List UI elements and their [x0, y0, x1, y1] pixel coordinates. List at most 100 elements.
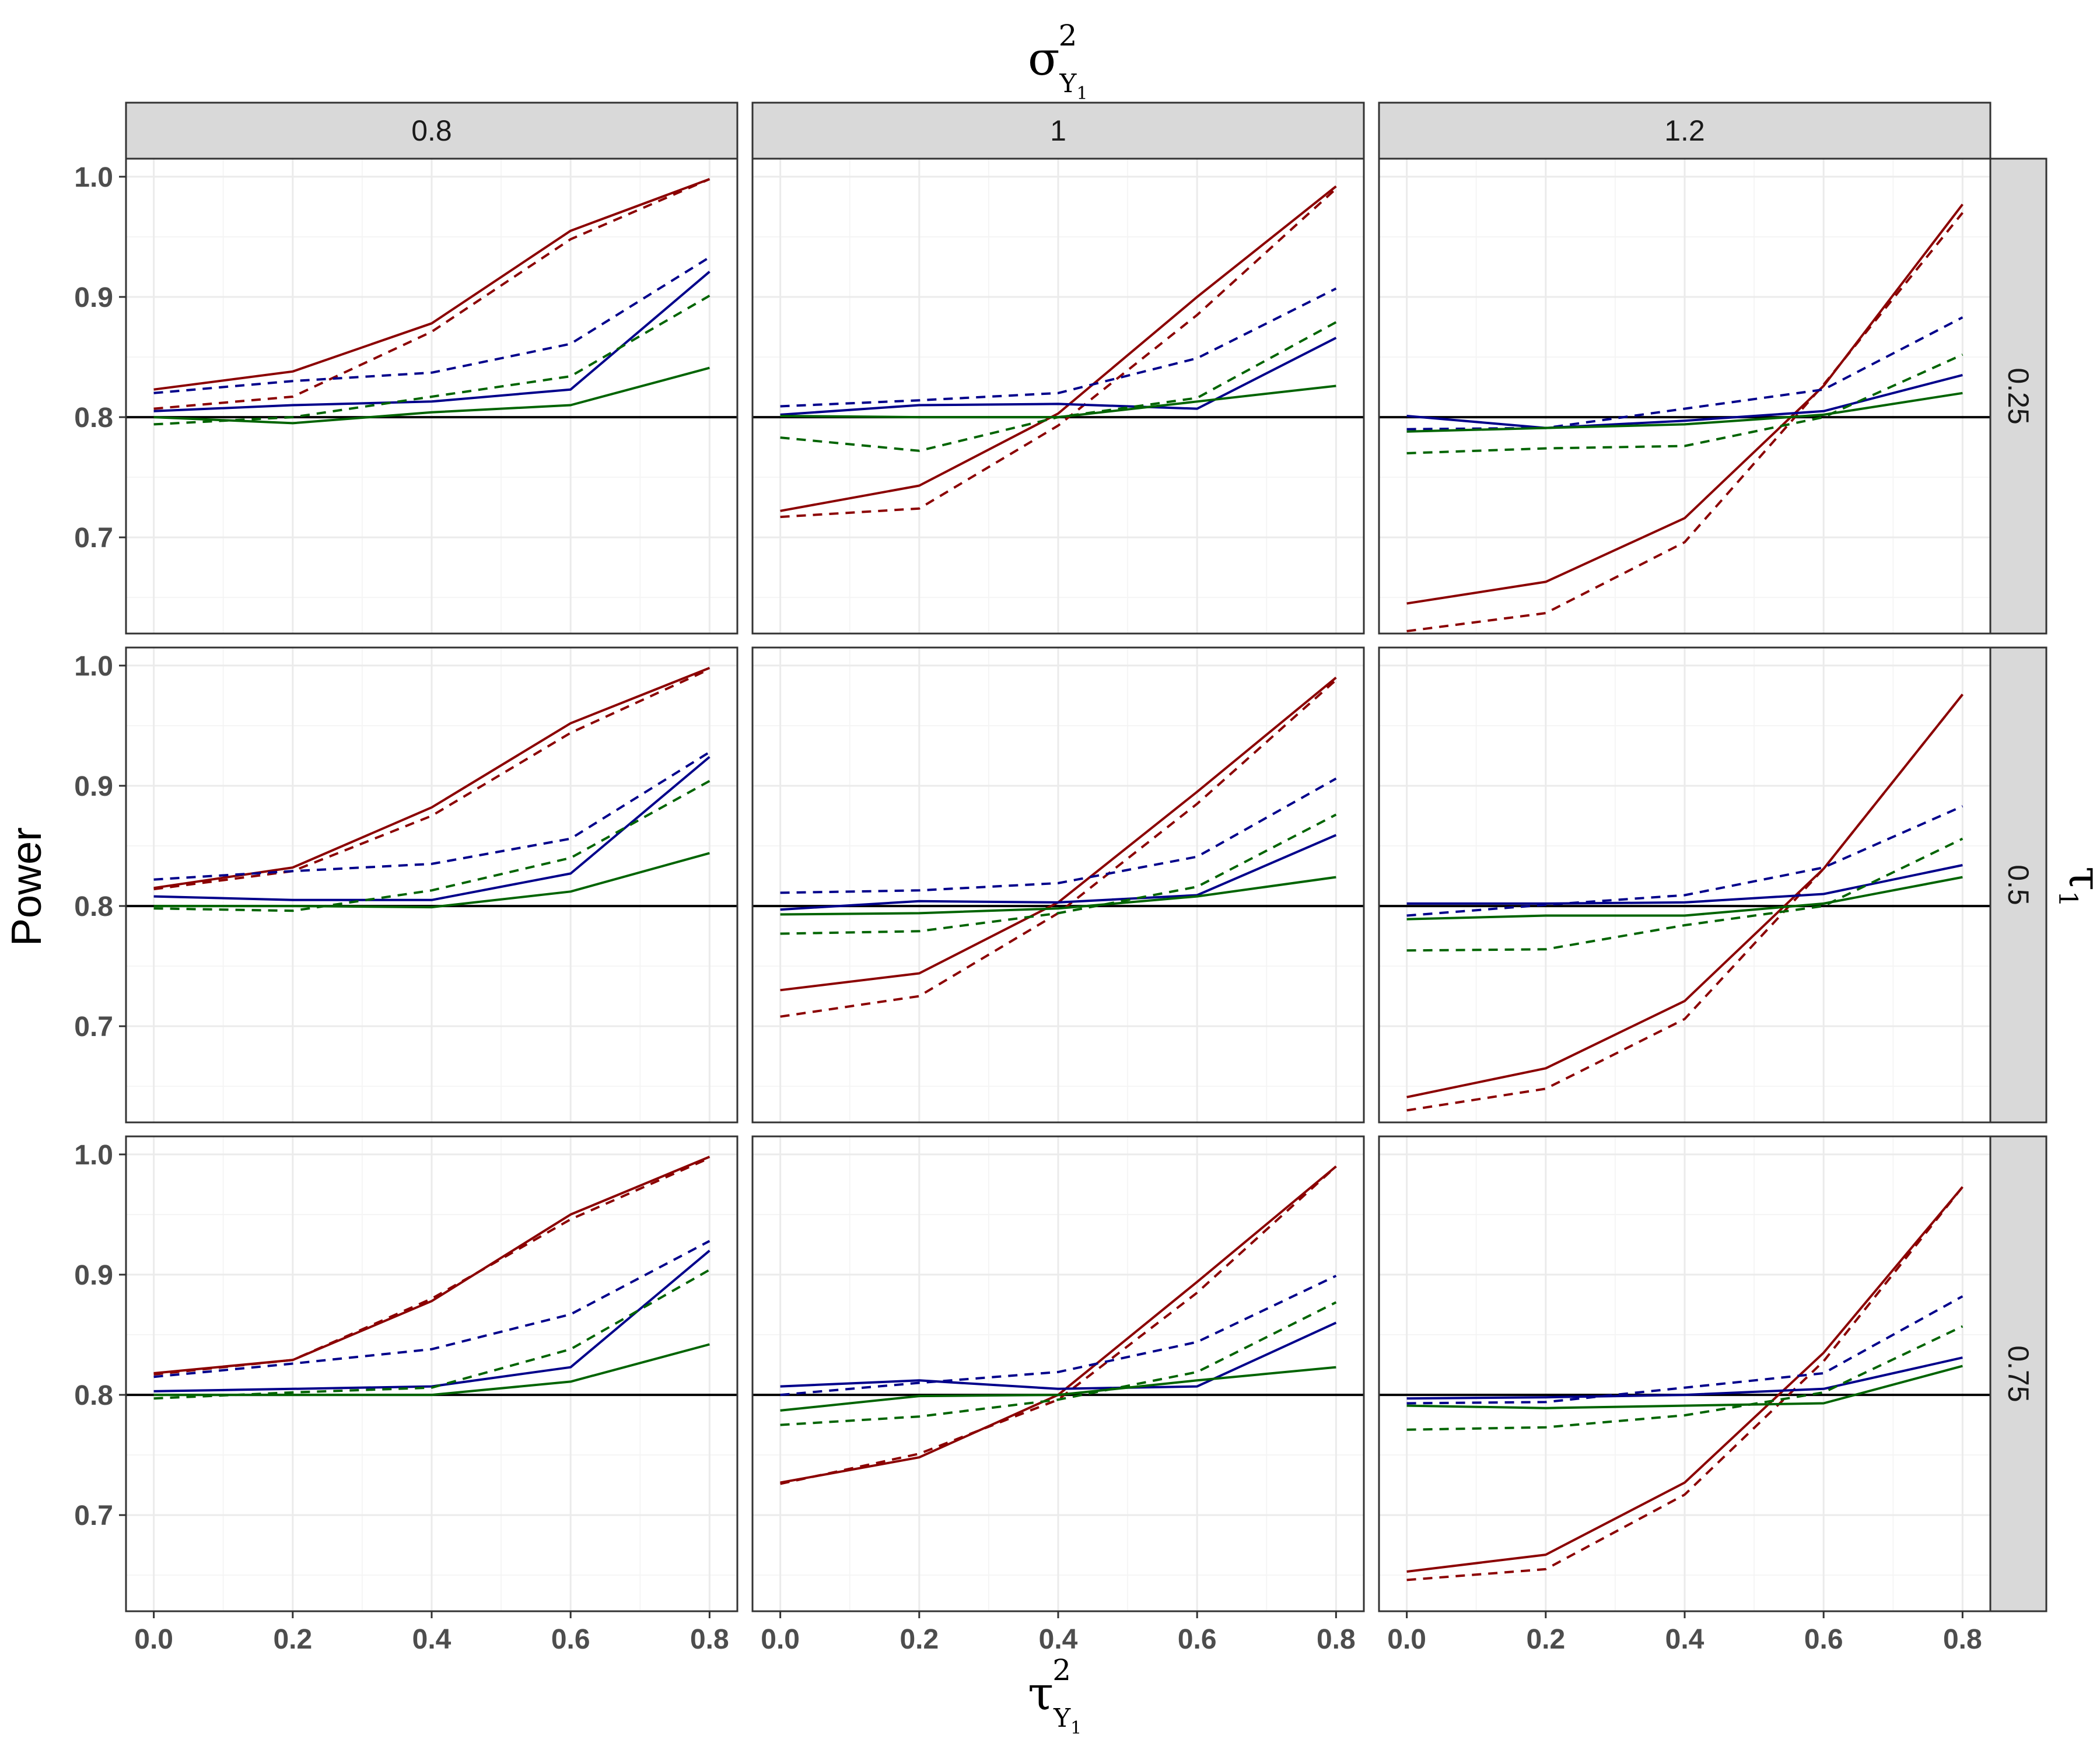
y-tick-label: 0.9: [74, 771, 113, 802]
series-line-red-dashed: [780, 188, 1337, 519]
series-line-green-solid: [153, 366, 710, 425]
x-tick-label: 0.4: [1039, 1624, 1078, 1655]
y-tick-label: 1.0: [74, 651, 113, 682]
series-line-green-dashed: [153, 779, 710, 912]
panel-r2-c0: [125, 1135, 738, 1612]
series-line-blue-dashed: [1406, 805, 1964, 917]
series-line-blue-dashed: [153, 256, 710, 394]
y-axis-title: Power: [4, 827, 50, 946]
series-line-green-dashed: [780, 813, 1337, 935]
series-line-blue-solid: [780, 1321, 1337, 1390]
series-line-red-solid: [153, 667, 710, 890]
row-strip-1: [1989, 646, 2048, 1124]
series-line-green-dashed: [780, 1301, 1337, 1426]
panel-border: [125, 646, 738, 1124]
series-line-red-solid: [153, 1156, 710, 1374]
x-tick-label: 0.6: [551, 1624, 590, 1655]
series-line-red-dashed: [153, 178, 710, 410]
series-line-red-dashed: [1406, 694, 1964, 1112]
row-facet-title-sub: 1: [2053, 891, 2082, 907]
x-tick-label: 0.8: [1943, 1624, 1982, 1655]
series-line-green-dashed: [153, 295, 710, 426]
x-axis-title-subsub: 1: [1070, 1718, 1082, 1738]
col-facet-title-symbol: σ: [1028, 32, 1060, 86]
row-strip-label: 0.25: [2002, 368, 2035, 424]
y-tick-label: 0.9: [74, 282, 113, 313]
series-line-green-dashed: [153, 1268, 710, 1400]
row-strip-label: 0.75: [2002, 1345, 2035, 1402]
series-line-blue-solid: [153, 271, 710, 412]
col-strip-1: [751, 102, 1365, 160]
x-tick-label: 0.2: [900, 1624, 939, 1655]
y-tick-label: 1.0: [74, 162, 113, 193]
col-strip-label: 1: [1050, 114, 1066, 147]
x-tick-label: 0.0: [1387, 1624, 1426, 1655]
y-tick-label: 0.9: [74, 1260, 113, 1291]
x-tick-label: 0.6: [1178, 1624, 1217, 1655]
series-line-red-dashed: [780, 1166, 1337, 1485]
series-line-blue-dashed: [780, 1275, 1337, 1397]
series-line-blue-dashed: [780, 287, 1337, 408]
y-tick-label: 0.8: [74, 1380, 113, 1411]
y-tick-label: 0.7: [74, 523, 113, 554]
x-tick-label: 0.2: [273, 1624, 312, 1655]
series-line-blue-solid: [1406, 373, 1963, 429]
x-tick-label: 0.4: [1665, 1624, 1704, 1655]
row-facet-title: τ1: [2053, 866, 2100, 907]
col-strip-label: 0.8: [411, 114, 452, 147]
series-line-green-solid: [1406, 391, 1963, 433]
x-axis-title-symbol: τ: [1028, 1666, 1054, 1720]
panel-r2-c2: [1378, 1135, 1992, 1612]
y-tick-label: 1.0: [74, 1140, 113, 1171]
x-tick-label: 0.0: [761, 1624, 800, 1655]
series-line-blue-solid: [153, 755, 710, 901]
series-line-red-solid: [153, 178, 710, 391]
series-line-blue-dashed: [153, 1240, 710, 1378]
x-tick-label: 0.0: [134, 1624, 173, 1655]
series-line-blue-solid: [780, 337, 1337, 416]
panel-r0-c1: [751, 158, 1365, 635]
series-line-blue-dashed: [1406, 316, 1964, 431]
row-strip-label: 0.5: [2002, 865, 2035, 905]
col-strip-0: [125, 102, 738, 160]
x-tick-label: 0.8: [1317, 1624, 1356, 1655]
x-axis-title: τ2 Y1: [1028, 1653, 1082, 1738]
series-line-green-dashed: [1406, 1325, 1964, 1431]
panel-r2-c1: [751, 1135, 1365, 1612]
series-line-green-solid: [1406, 1364, 1963, 1409]
series-line-red-dashed: [1406, 212, 1964, 632]
panel-r0-c0: [125, 158, 738, 635]
col-facet-title-sup: 2: [1059, 19, 1077, 53]
series-line-green-dashed: [1406, 354, 1964, 454]
series-line-blue-solid: [780, 834, 1337, 911]
series-line-blue-solid: [1406, 864, 1963, 905]
col-strip-2: [1378, 102, 1992, 160]
series-line-green-solid: [780, 876, 1336, 916]
series-line-blue-solid: [1406, 1356, 1963, 1400]
series-line-green-dashed: [1406, 837, 1964, 952]
series-line-red-solid: [780, 185, 1337, 512]
series-line-green-solid: [1406, 876, 1963, 921]
panel-r1-c0: [125, 646, 738, 1124]
y-tick-label: 0.7: [74, 1500, 113, 1531]
panel-r0-c2: [1378, 158, 1992, 635]
panel-r1-c1: [751, 646, 1365, 1124]
x-tick-label: 0.2: [1526, 1624, 1565, 1655]
row-strip-2: [1989, 1135, 2048, 1612]
y-tick-label: 0.8: [74, 891, 113, 922]
series-line-blue-dashed: [1406, 1295, 1964, 1405]
panel-r1-c2: [1378, 646, 1992, 1124]
series-line-red-dashed: [1406, 1186, 1964, 1581]
series-line-green-solid: [780, 384, 1336, 419]
x-tick-label: 0.8: [690, 1624, 729, 1655]
series-line-red-solid: [1406, 1186, 1964, 1573]
series-line-green-solid: [153, 852, 710, 909]
row-strip-0: [1989, 158, 2048, 635]
series-line-red-solid: [1406, 204, 1964, 605]
col-facet-title-sub: Y: [1059, 69, 1077, 99]
panel-border: [751, 646, 1365, 1124]
col-strip-label: 1.2: [1664, 114, 1705, 147]
col-facet-title-subsub: 1: [1076, 83, 1087, 104]
